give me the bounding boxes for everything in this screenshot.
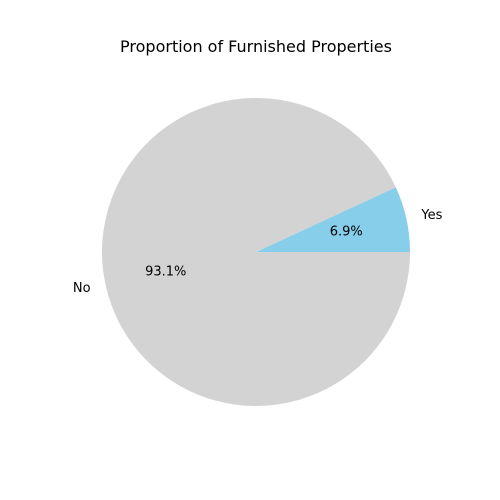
pct-label-yes: 6.9% [330, 225, 363, 240]
slice-label-yes: Yes [420, 208, 442, 223]
pie-labels: Yes 6.9% No 93.1% [73, 208, 443, 296]
pie-slice-no [102, 97, 410, 406]
pie-slices [102, 97, 410, 406]
pie-slice-yes [256, 187, 410, 252]
slice-label-no: No [73, 281, 91, 296]
pct-label-no: 93.1% [145, 264, 186, 279]
chart-title: Proportion of Furnished Properties [120, 37, 392, 56]
